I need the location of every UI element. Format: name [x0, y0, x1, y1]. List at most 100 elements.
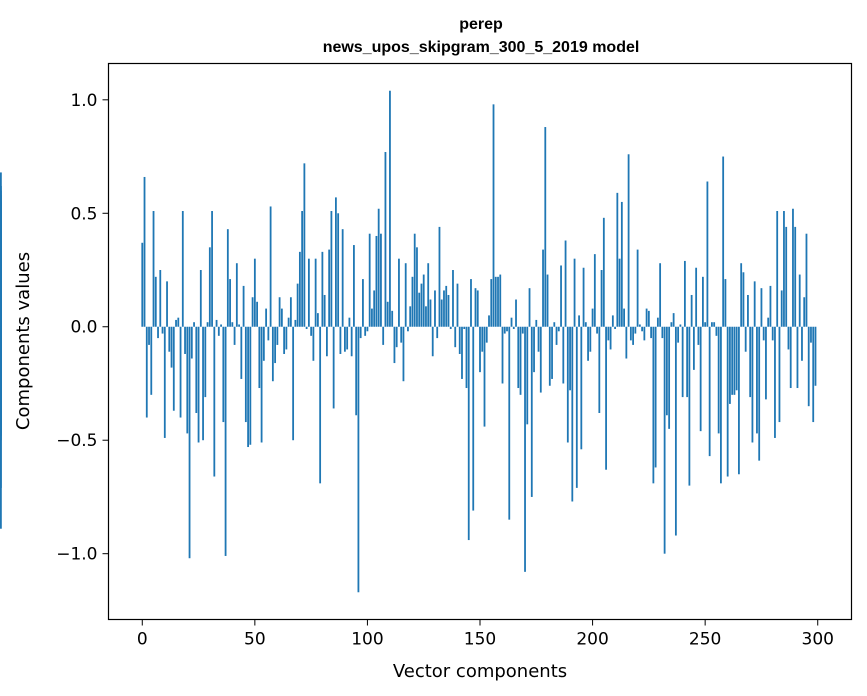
bar	[211, 211, 213, 327]
bar	[204, 326, 207, 398]
y-tick-label: −0.5	[56, 431, 97, 451]
bar	[641, 326, 644, 332]
bar	[481, 326, 484, 352]
bar	[449, 326, 452, 330]
bar	[143, 176, 146, 327]
bar	[672, 313, 675, 327]
bar	[145, 326, 148, 418]
bar	[413, 233, 416, 327]
bar	[348, 317, 351, 327]
bar	[323, 294, 326, 327]
bar	[769, 285, 772, 327]
bar	[154, 276, 157, 327]
bar	[623, 308, 625, 327]
bar	[197, 326, 200, 443]
bar	[341, 229, 344, 327]
bar	[609, 326, 612, 350]
bar	[240, 326, 243, 379]
bar	[497, 276, 499, 327]
bar	[357, 326, 360, 593]
bar	[720, 326, 722, 484]
bar	[510, 317, 513, 327]
bar	[774, 326, 776, 438]
bar	[742, 272, 745, 327]
bar	[512, 326, 515, 330]
bar	[485, 326, 488, 343]
bar	[463, 326, 466, 330]
bar	[429, 299, 432, 327]
bar	[519, 326, 522, 395]
bar	[807, 326, 810, 407]
bar	[422, 274, 425, 327]
y-tick-label: 0.0	[70, 318, 97, 338]
bar	[659, 263, 662, 327]
bar	[328, 249, 331, 327]
bar	[670, 322, 673, 327]
bar	[792, 208, 794, 327]
bar	[195, 326, 198, 413]
y-tick-label: −1.0	[56, 545, 97, 565]
bar	[744, 326, 747, 352]
bar	[665, 326, 668, 416]
bar	[371, 308, 373, 327]
bar	[208, 247, 211, 327]
bar	[551, 326, 553, 379]
bar	[287, 317, 290, 327]
bar	[386, 301, 389, 327]
bar	[758, 326, 761, 461]
bar	[389, 90, 391, 327]
bar	[564, 240, 567, 327]
bar	[359, 326, 362, 339]
bar	[436, 326, 439, 339]
bar	[756, 326, 758, 434]
bar	[256, 301, 258, 327]
bar	[260, 326, 263, 443]
bar	[805, 233, 808, 327]
bar	[166, 281, 168, 327]
bar	[380, 233, 382, 327]
bar	[152, 211, 155, 327]
bar	[409, 306, 412, 327]
bar	[418, 292, 421, 327]
bar	[789, 326, 792, 389]
bar	[472, 326, 475, 511]
bar	[362, 279, 364, 327]
bar	[314, 258, 317, 327]
bar	[569, 326, 571, 391]
bar	[202, 326, 204, 441]
bar	[488, 315, 490, 327]
bar	[735, 326, 738, 391]
x-tick-label: 150	[464, 630, 496, 650]
bar	[148, 326, 150, 345]
bar	[548, 326, 551, 386]
bar	[181, 211, 184, 327]
bar	[247, 326, 249, 448]
bar	[298, 251, 301, 327]
bar	[616, 192, 619, 327]
bar	[395, 326, 398, 348]
bar	[580, 326, 583, 450]
bar	[307, 258, 310, 327]
bar	[141, 242, 144, 327]
bar	[339, 326, 342, 354]
bar	[438, 226, 441, 327]
bar	[188, 326, 191, 559]
bar	[276, 326, 279, 345]
bar	[310, 326, 313, 336]
bar	[699, 326, 702, 432]
bar	[242, 285, 245, 327]
bar	[553, 322, 556, 327]
bar	[771, 326, 774, 341]
bar	[785, 226, 788, 327]
bar	[506, 326, 508, 332]
bar	[249, 326, 252, 445]
bar	[366, 326, 369, 332]
x-tick-label: 0	[137, 630, 148, 650]
bar	[0, 201, 2, 327]
bar	[600, 270, 603, 327]
bar	[726, 326, 729, 477]
bar	[645, 308, 648, 327]
bar	[810, 326, 812, 343]
bar	[213, 326, 216, 477]
bar	[573, 258, 576, 327]
